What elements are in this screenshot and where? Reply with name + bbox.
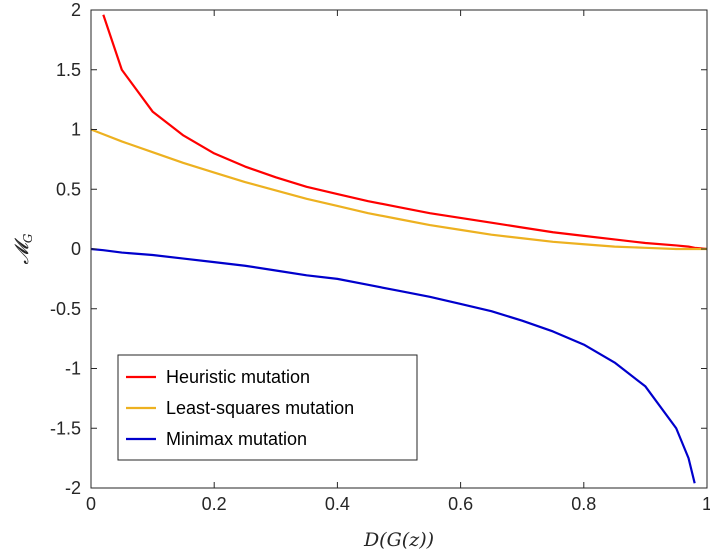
- x-tick-label: 0.6: [448, 494, 473, 514]
- x-tick-label: 0.2: [202, 494, 227, 514]
- y-tick-label: -0.5: [50, 299, 81, 319]
- y-tick-label: 2: [71, 0, 81, 20]
- legend-label: Minimax mutation: [166, 429, 307, 449]
- y-tick-label: -1.5: [50, 418, 81, 438]
- x-tick-label: 0.8: [571, 494, 596, 514]
- y-tick-label: -1: [65, 359, 81, 379]
- legend-label: Heuristic mutation: [166, 367, 310, 387]
- legend-box: [117, 354, 418, 461]
- series-line-least-squares-mutation: [91, 128, 707, 251]
- y-tick-label: 0.5: [56, 179, 81, 199]
- y-tick-label: -2: [65, 478, 81, 498]
- legend-label: Least-squares mutation: [166, 398, 354, 418]
- y-tick-label: 1.5: [56, 60, 81, 80]
- y-tick-label: 0: [71, 239, 81, 259]
- x-tick-label: 0.4: [325, 494, 350, 514]
- x-axis-label: D(G(z)): [363, 529, 434, 551]
- series-line-heuristic-mutation: [102, 14, 707, 251]
- y-tick-label: 1: [71, 120, 81, 140]
- series-line-minimax-mutation: [91, 247, 696, 484]
- x-tick-label: 1: [702, 494, 710, 514]
- y-axis-label: 𝓜G: [11, 233, 35, 264]
- x-tick-label: 0: [86, 494, 96, 514]
